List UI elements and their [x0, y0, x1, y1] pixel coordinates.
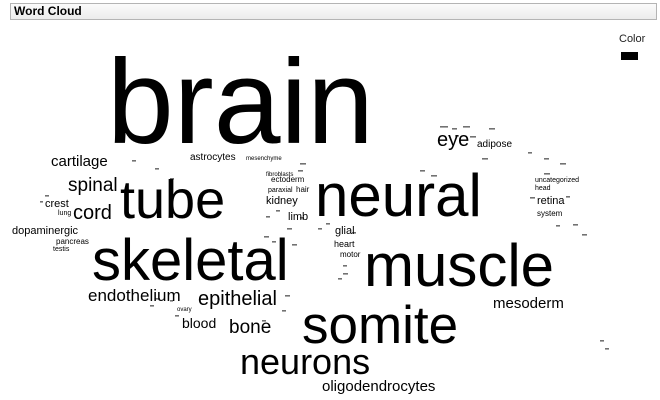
micro-word-speck [420, 170, 425, 172]
micro-word-speck [300, 217, 304, 219]
micro-word-speck [318, 228, 322, 230]
word-mesoderm: mesoderm [493, 295, 564, 312]
micro-word-speck [262, 320, 266, 322]
micro-word-speck [470, 136, 476, 138]
legend-color-swatch [621, 52, 638, 60]
word-adipose: adipose [477, 139, 512, 150]
word-pancreas: pancreas [56, 237, 89, 246]
word-brain: brain [107, 35, 374, 169]
micro-word-speck [155, 168, 159, 170]
micro-word-speck [544, 173, 550, 175]
word-testis: testis [53, 246, 70, 253]
micro-word-speck [482, 158, 488, 160]
micro-word-speck [45, 195, 49, 197]
word-mesenchyme: mesenchyme [246, 156, 282, 162]
word-skeletal: skeletal [92, 228, 289, 293]
micro-word-speck [573, 224, 578, 226]
micro-word-speck [282, 310, 286, 312]
micro-word-speck [530, 197, 535, 199]
word-cloud-noise [40, 126, 609, 350]
word-system: system [537, 209, 563, 218]
micro-word-speck [285, 295, 290, 297]
micro-word-speck [605, 348, 609, 350]
word-dopaminergic: dopaminergic [12, 225, 79, 237]
word-spinal: spinal [68, 175, 118, 196]
word-head: head [535, 185, 551, 192]
panel-title: Word Cloud [10, 3, 657, 20]
word-cartilage: cartilage [51, 153, 108, 170]
micro-word-speck [489, 128, 495, 130]
micro-word-speck [566, 196, 570, 198]
micro-word-speck [544, 158, 549, 160]
word-neurons: neurons [240, 341, 370, 382]
micro-word-speck [560, 163, 566, 165]
word-hair: hair [296, 185, 310, 194]
micro-word-speck [528, 152, 532, 154]
micro-word-speck [338, 278, 342, 280]
micro-word-speck [326, 223, 330, 225]
micro-word-speck [431, 175, 437, 177]
micro-word-speck [343, 273, 348, 275]
micro-word-speck [155, 298, 160, 300]
micro-word-speck [266, 216, 270, 218]
micro-word-speck [452, 128, 457, 130]
micro-word-speck [343, 265, 347, 267]
micro-word-speck [556, 225, 560, 227]
word-limb: limb [288, 211, 308, 223]
micro-word-speck [600, 340, 604, 342]
micro-word-speck [175, 315, 179, 317]
word-ectoderm: ectoderm [271, 175, 305, 184]
micro-word-speck [352, 232, 356, 234]
micro-word-speck [170, 178, 174, 180]
word-kidney: kidney [266, 195, 298, 207]
micro-word-speck [272, 241, 276, 243]
word-lung: lung [58, 210, 71, 217]
word-epithelial: epithelial [198, 288, 277, 310]
word-blood: blood [182, 315, 216, 331]
micro-word-speck [150, 305, 154, 307]
micro-word-speck [132, 160, 136, 162]
micro-word-speck [40, 201, 43, 203]
word-motor: motor [340, 250, 361, 259]
word-glial: glial [335, 225, 355, 237]
word-crest: crest [45, 198, 69, 210]
micro-word-speck [298, 170, 303, 172]
micro-word-speck [463, 126, 470, 128]
word-fibroblasts: fibroblasts [266, 172, 293, 178]
word-uncategorized: uncategorized [535, 177, 579, 184]
micro-word-speck [264, 236, 269, 238]
micro-word-speck [292, 244, 297, 246]
word-muscle: muscle [364, 232, 554, 299]
word-eye: eye [437, 129, 469, 151]
word-tube: tube [120, 170, 225, 230]
word-neural: neural [315, 162, 482, 229]
micro-word-speck [300, 163, 306, 165]
word-endothelium: endothelium [88, 286, 181, 305]
micro-word-speck [440, 126, 448, 128]
word-ovary: ovary [177, 307, 192, 313]
word-retina: retina [537, 195, 565, 207]
word-somite: somite [302, 296, 458, 355]
micro-word-speck [287, 228, 292, 230]
word-cord: cord [73, 202, 112, 224]
word-astrocytes: astrocytes [190, 152, 236, 163]
micro-word-speck [582, 234, 587, 236]
micro-word-speck [170, 300, 173, 302]
word-oligodendrocytes: oligodendrocytes [322, 378, 435, 395]
word-heart: heart [334, 239, 355, 249]
word-paraxial: paraxial [268, 187, 293, 194]
micro-word-speck [276, 210, 280, 212]
legend-title: Color [619, 33, 646, 45]
word-bone: bone [229, 317, 271, 338]
micro-word-speck [455, 135, 459, 137]
